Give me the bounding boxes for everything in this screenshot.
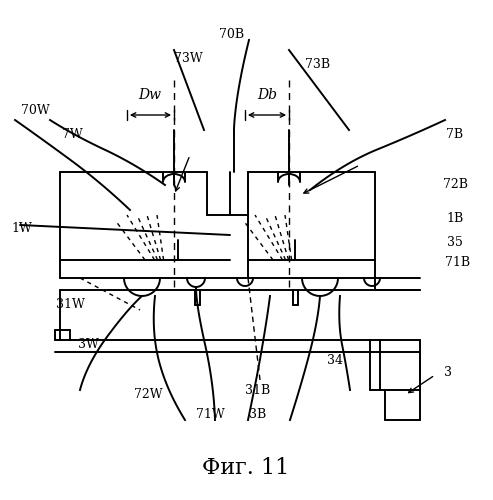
Text: 3W: 3W — [77, 338, 99, 351]
Text: 70W: 70W — [21, 104, 49, 117]
Text: 72W: 72W — [134, 388, 162, 402]
Text: 34: 34 — [327, 354, 343, 366]
Text: 1W: 1W — [11, 222, 33, 234]
Text: 35: 35 — [447, 236, 463, 248]
Text: 71W: 71W — [196, 408, 224, 422]
Text: 31B: 31B — [246, 384, 271, 396]
Text: 31W: 31W — [56, 298, 84, 312]
Text: 73B: 73B — [306, 58, 331, 71]
Text: 70B: 70B — [219, 28, 245, 42]
Text: Фиг. 11: Фиг. 11 — [202, 457, 289, 479]
Text: 3: 3 — [444, 366, 452, 378]
Text: 1B: 1B — [446, 212, 463, 224]
Text: 3B: 3B — [249, 408, 267, 422]
Text: Dw: Dw — [139, 88, 162, 102]
Text: 7W: 7W — [62, 128, 82, 141]
Text: 71B: 71B — [446, 256, 470, 268]
Text: 7B: 7B — [447, 128, 463, 141]
Text: 72B: 72B — [443, 178, 467, 192]
Text: Db: Db — [257, 88, 277, 102]
Text: 73W: 73W — [174, 52, 202, 64]
